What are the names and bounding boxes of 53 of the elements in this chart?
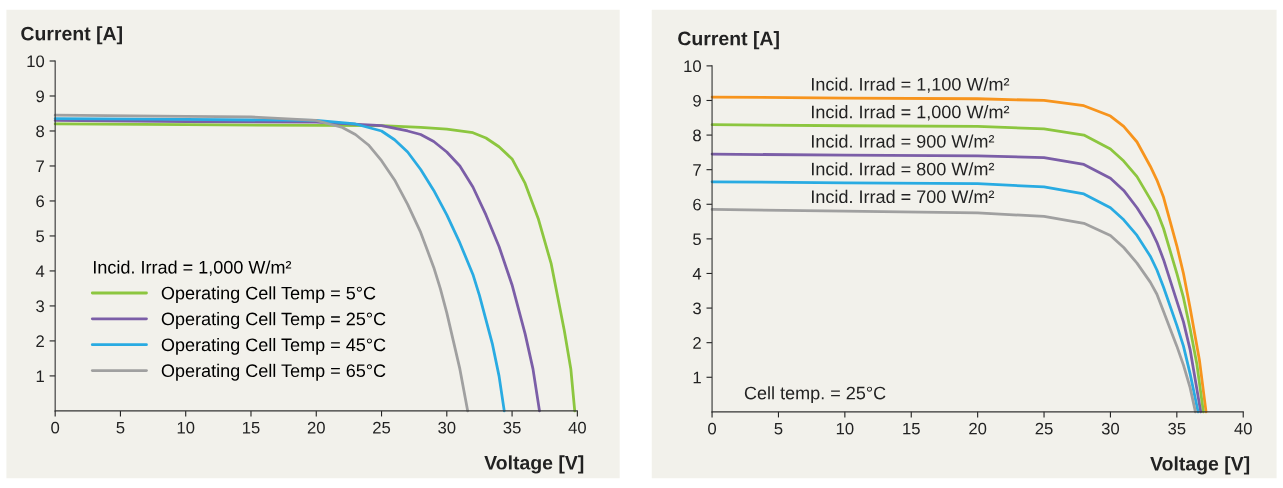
y-tick-label: 3 — [36, 300, 45, 313]
annotation: Cell temp. = 25°C — [744, 386, 886, 403]
legend-label: Operating Cell Temp = 5°C — [161, 286, 376, 304]
y-tick-label: 5 — [36, 230, 45, 243]
series-label: Incid. Irrad = 800 W/m² — [812, 162, 995, 176]
x-tick-label: 0 — [708, 422, 717, 435]
y-tick-label: 7 — [693, 164, 701, 176]
y-tick-label: 3 — [693, 302, 701, 315]
x-tick-label: 15 — [242, 421, 260, 434]
x-axis-title: Voltage [V] — [484, 455, 584, 474]
x-tick-label: 5 — [116, 421, 125, 434]
y-tick-label: 4 — [35, 265, 45, 277]
x-tick-label: 10 — [177, 421, 195, 434]
y-tick-label: 8 — [36, 125, 45, 138]
x-axis-title: Voltage [V] — [1150, 456, 1250, 475]
legend-title: Incid. Irrad = 1,000 W/m² — [93, 260, 292, 276]
x-tick-label: 40 — [1234, 422, 1252, 435]
y-tick-label: 8 — [693, 129, 701, 142]
y-tick-label: 6 — [36, 195, 45, 208]
x-tick-label: 25 — [373, 421, 391, 434]
x-tick-label: 0 — [51, 421, 60, 434]
y-tick-label: 4 — [692, 268, 702, 280]
y-tick-label: 2 — [693, 337, 701, 349]
y-tick-label: 1 — [36, 370, 44, 382]
y-tick-label: 9 — [693, 94, 701, 107]
x-tick-label: 10 — [836, 422, 854, 435]
x-tick-label: 40 — [568, 421, 586, 434]
y-tick-label: 10 — [684, 60, 701, 73]
x-tick-label: 25 — [1035, 422, 1053, 435]
legend-label: Operating Cell Temp = 65°C — [161, 363, 386, 381]
x-tick-label: 30 — [1101, 422, 1120, 435]
x-tick-label: 30 — [438, 421, 456, 434]
x-tick-label: 35 — [1168, 422, 1186, 435]
series-label: Incid. Irrad = 1,000 W/m² — [812, 105, 1010, 121]
y-tick-label: 2 — [36, 335, 44, 347]
y-tick-label: 5 — [693, 233, 701, 246]
series-label: Incid. Irrad = 700 W/m² — [812, 189, 995, 204]
y-tick-label: 7 — [36, 160, 44, 173]
x-tick-label: 35 — [503, 421, 521, 434]
series-label: Incid. Irrad = 1,100 W/m² — [812, 77, 1010, 93]
series-label: Incid. Irrad = 900 W/m² — [812, 134, 995, 148]
y-tick-label: 1 — [693, 371, 701, 384]
x-tick-label: 20 — [307, 421, 325, 434]
x-tick-label: 15 — [903, 422, 920, 435]
y-tick-label: 6 — [693, 198, 701, 211]
legend-label: Operating Cell Temp = 25°C — [161, 312, 386, 329]
y-axis-title: Current [A] — [21, 26, 122, 45]
legend-label: Operating Cell Temp = 45°C — [161, 337, 386, 355]
x-tick-label: 20 — [969, 422, 987, 435]
y-tick-label: 9 — [36, 90, 44, 103]
x-tick-label: 5 — [774, 422, 783, 435]
y-tick-label: 10 — [27, 55, 45, 68]
y-axis-title: Current [A] — [678, 31, 779, 50]
